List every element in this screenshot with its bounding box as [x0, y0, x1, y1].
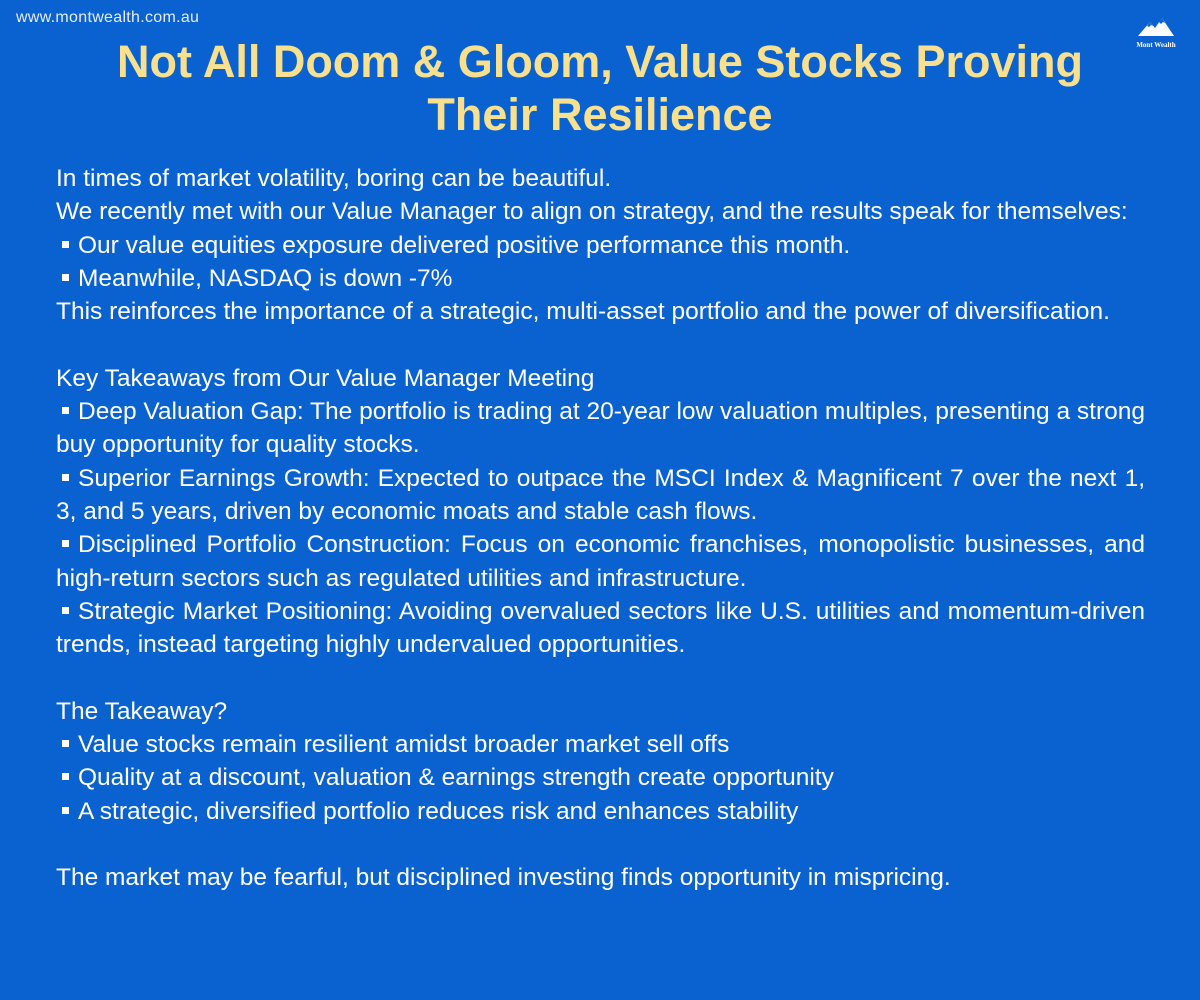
- website: www.montwealth.com.au: [16, 9, 200, 26]
- bullet: Meanwhile, NASDAQ is down -7%: [56, 262, 1145, 295]
- title: Not All Doom & Gloom, Value Stocks Provi…: [117, 36, 1083, 140]
- bullet: Superior Earnings Growth: Expected to ou…: [56, 462, 1145, 529]
- bullet: Quality at a discount, valuation & earni…: [56, 761, 1145, 794]
- logo-mark: [1138, 18, 1174, 36]
- bullet: A strategic, diversified portfolio reduc…: [56, 795, 1145, 828]
- logo-text: Mont Wealth: [1136, 41, 1176, 49]
- intro-line: We recently met with our Value Manager t…: [56, 198, 1128, 226]
- paragraph: This reinforces the importance of a stra…: [56, 298, 1110, 326]
- logo: Mont Wealth: [1126, 16, 1186, 49]
- bullet: Deep Valuation Gap: The portfolio is tra…: [56, 395, 1145, 462]
- content: In times of market volatility, boring ca…: [56, 162, 1145, 895]
- heading: The Takeaway?: [56, 697, 228, 725]
- bullet: Value stocks remain resilient amidst bro…: [56, 728, 1145, 761]
- closing: The market may be fearful, but disciplin…: [56, 864, 951, 892]
- heading: Key Takeaways from Our Value Manager Mee…: [56, 364, 595, 392]
- bullet: Strategic Market Positioning: Avoiding o…: [56, 595, 1145, 662]
- bullet: Our value equities exposure delivered po…: [56, 229, 1145, 262]
- intro-line: In times of market volatility, boring ca…: [56, 165, 612, 192]
- bullet: Disciplined Portfolio Construction: Focu…: [56, 528, 1145, 595]
